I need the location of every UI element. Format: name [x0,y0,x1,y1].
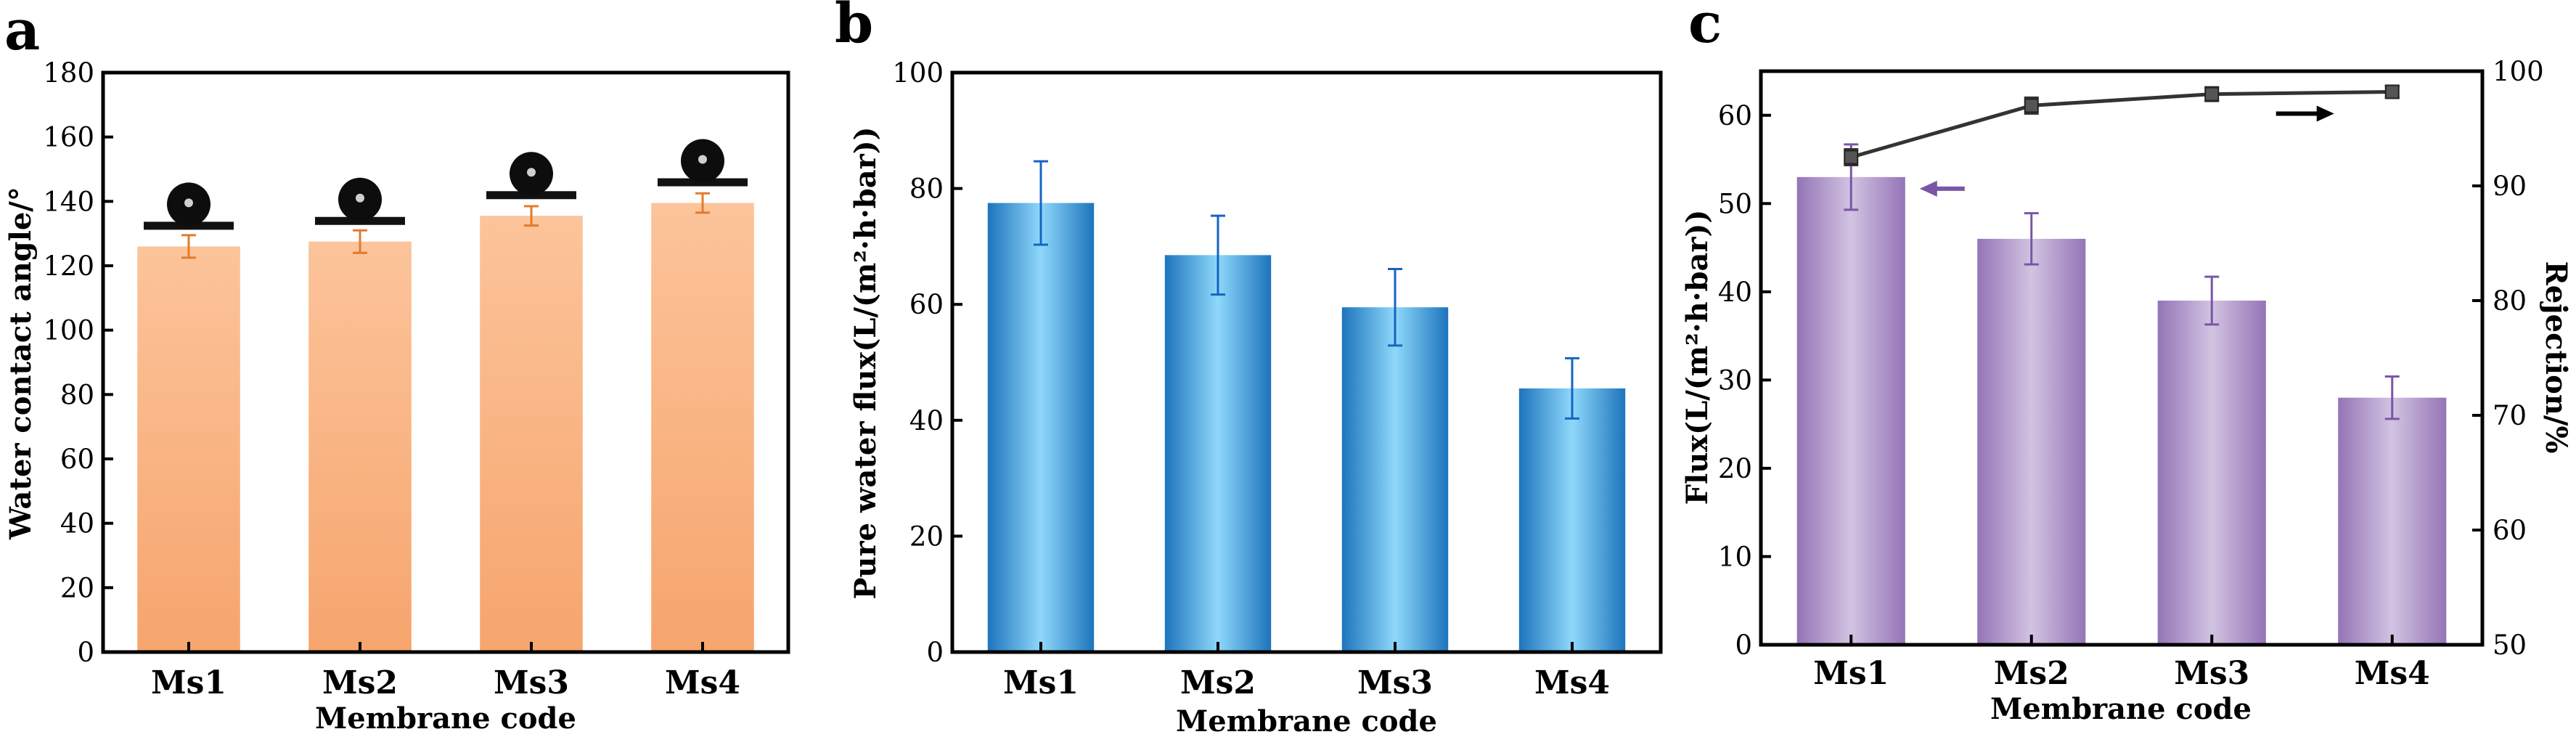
droplet-inset-ms4 [658,139,748,187]
panel-label-c: c [1688,0,1722,55]
y-tick-label-c: 50 [1718,188,1752,219]
x-tick-label-a: Ms3 [494,664,569,701]
bar-c-ms1 [1796,176,1905,645]
plot-frame-b [950,70,1663,654]
y-tick-label-b: 60 [909,289,944,320]
x-axis-title-b: Membrane code [1176,704,1437,737]
x-tick-label-b: Ms1 [1003,664,1079,701]
y-tick-label-b: 0 [926,637,944,668]
y-tick-label-c: 0 [1735,630,1752,661]
arrow-head [1919,180,1937,197]
error-bar-b-ms2 [1211,214,1225,296]
y2-tick-label-c: 90 [2493,171,2527,202]
panel-b: b 0 20 40 60 80 100 Ms1 Ms2 Ms3 Ms4 Pure water fl… [835,0,1663,737]
error-bar-a-ms3 [524,205,539,227]
x-tick-label-b: Ms4 [1534,664,1610,701]
plot-frame-c [1759,69,2485,647]
y-axis-title-b: Pure water flux(L/(m²·h·bar)) [849,126,883,599]
error-bar-a-ms4 [695,192,710,214]
y-tick-label-c: 10 [1718,541,1752,572]
plot-frame-a [101,70,790,654]
x-axis-title-c: Membrane code [1990,692,2252,726]
flux-axis-arrow-icon [1919,180,1965,197]
y-tick-label-a: 100 [43,315,94,346]
error-bar-c-ms2 [2024,212,2039,266]
error-bar-b-ms3 [1388,268,1402,347]
y2-tick-label-c: 70 [2493,400,2527,431]
rejection-point [2384,84,2400,99]
y-axis-title-a: Water contact angle/° [4,187,38,540]
droplet-inset-ms3 [486,152,576,200]
x-tick-label-a: Ms2 [322,664,398,701]
y-tick-label-a: 120 [43,251,94,282]
bar-c-ms2 [1977,238,2086,645]
rejection-point [1844,150,1859,165]
x-tick-label-a: Ms4 [665,664,740,701]
rejection-point [2024,98,2039,113]
error-bar-c-ms3 [2204,275,2220,326]
y-tick-label-c: 20 [1718,453,1752,484]
y-tick-label-a: 60 [60,444,94,475]
y-tick-label-b: 80 [909,174,944,205]
droplet-inset-ms2 [315,177,405,225]
y-tick-label-a: 40 [60,508,94,539]
y2-tick-label-c: 100 [2493,56,2544,87]
y2-tick-label-c: 50 [2493,630,2527,661]
bar-b-ms4 [1518,388,1626,652]
bar-b-ms1 [987,203,1095,652]
y-tick-label-a: 160 [43,122,94,153]
bar-a-ms3 [480,216,583,652]
error-bar-c-ms4 [2384,375,2400,420]
bar-a-ms4 [651,203,754,652]
droplet-highlight [356,193,364,203]
error-bar-b-ms1 [1034,160,1048,246]
y-tick-label-b: 40 [909,405,944,436]
droplet-inset-ms1 [144,182,234,230]
bar-c-ms4 [2338,397,2447,645]
panel-label-b: b [835,0,873,55]
y-tick-label-a: 180 [43,57,94,89]
bar-b-ms2 [1164,255,1272,652]
error-bar-a-ms2 [353,229,367,254]
panel-c: c 0 10 20 30 40 50 60 Ms1 Ms2 Ms3 Ms4 50 60 70 80 90 100… [1680,0,2573,726]
x-tick-label-a: Ms1 [151,664,226,701]
x-axis-title-a: Membrane code [315,701,576,736]
bar-b-ms3 [1341,307,1449,652]
x-tick-label-c: Ms2 [1994,655,2069,692]
bar-c-ms3 [2157,301,2266,645]
y2-tick-label-c: 80 [2493,285,2527,317]
rejection-axis-arrow-icon [2276,105,2334,122]
y-tick-label-a: 20 [60,572,94,603]
x-tick-label-b: Ms2 [1180,664,1256,701]
bar-a-ms2 [308,241,412,652]
y2-tick-label-c: 60 [2493,515,2527,546]
y-axis-title-c: Flux(L/(m²·h·bar)) [1680,210,1714,505]
y-tick-label-c: 60 [1718,100,1752,131]
y-tick-label-a: 140 [43,186,94,217]
y-tick-label-c: 40 [1718,277,1752,308]
rejection-point [2204,86,2220,102]
x-tick-label-c: Ms3 [2174,655,2249,692]
arrow-head [2316,105,2334,122]
y2-axis-title-c: Rejection/% [2539,261,2573,453]
error-bar-a-ms1 [181,234,196,259]
error-bar-b-ms4 [1565,357,1579,420]
rejection-line [1850,89,2392,159]
droplet-highlight [527,168,536,177]
x-tick-label-c: Ms4 [2355,655,2430,692]
droplet-highlight [184,198,193,208]
panel-label-a: a [4,0,40,62]
bar-a-ms1 [137,246,240,652]
y-tick-label-c: 30 [1718,365,1752,396]
y-tick-label-a: 80 [60,379,94,410]
x-tick-label-c: Ms1 [1813,655,1889,692]
y-tick-label-b: 100 [892,57,944,89]
y-tick-label-b: 20 [909,521,944,552]
panel-a: a 0 20 40 60 80 100 120 140 160 180 Ms1 Ms2 Ms3 Ms4 W… [4,0,790,736]
x-tick-label-b: Ms3 [1357,664,1433,701]
y-tick-label-a: 0 [77,637,94,668]
droplet-highlight [698,155,707,164]
